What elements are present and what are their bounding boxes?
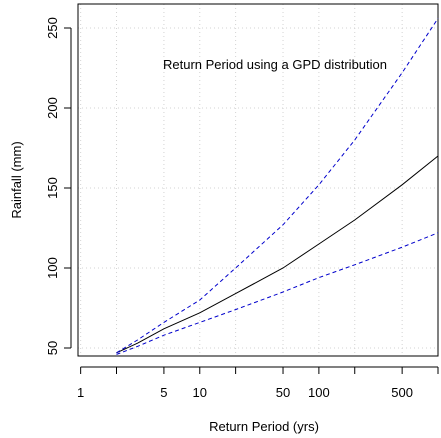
y-tick-label: 150 — [45, 177, 60, 199]
y-axis-title: Rainfall (mm) — [9, 141, 24, 218]
return-level-line — [116, 155, 439, 354]
confidence-bound-line — [116, 232, 439, 355]
x-tick-label: 1 — [77, 385, 84, 400]
x-tick-label: 10 — [193, 385, 207, 400]
y-tick-label: 50 — [45, 341, 60, 355]
chart-title: Return Period using a GPD distribution — [163, 57, 387, 72]
y-tick-label: 250 — [45, 17, 60, 39]
plot-border — [77, 3, 439, 357]
axes: 1 5 10 50 100 500 50 100 150 200 250 — [45, 17, 439, 400]
x-tick-label: 500 — [391, 385, 413, 400]
series-group — [116, 18, 439, 355]
y-tick-label: 100 — [45, 257, 60, 279]
x-tick-label: 5 — [160, 385, 167, 400]
confidence-bound-line — [116, 18, 439, 354]
x-tick-label: 50 — [276, 385, 290, 400]
y-tick-label: 200 — [45, 97, 60, 119]
x-axis-title: Return Period (yrs) — [209, 419, 319, 434]
x-tick-label: 100 — [308, 385, 330, 400]
